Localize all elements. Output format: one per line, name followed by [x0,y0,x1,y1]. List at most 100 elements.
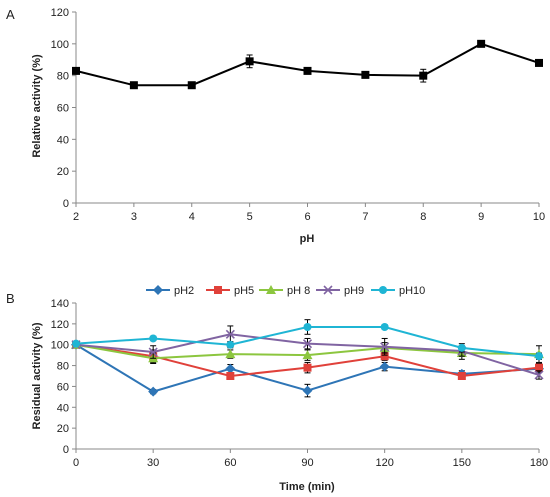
panel-b-x-tick-label: 180 [530,457,548,469]
data-point [148,347,158,357]
panel-b-axes: 0 20 40 60 80 100 120 140 0 30 60 90 120 150 180 [51,298,549,469]
panel-b-series-ph10 [72,319,543,361]
data-point [214,286,222,294]
data-point [153,285,163,295]
panel-b-plot-area [71,319,544,398]
panel-a-x-tick-label: 7 [362,211,368,223]
data-point [380,342,390,352]
data-point-stroke [302,339,313,349]
panel-a-label: A [6,7,15,22]
legend-item-ph10: pH10 [371,285,425,297]
data-point [266,285,276,294]
data-point [187,81,196,90]
data-point [226,372,235,380]
data-point [380,322,389,331]
legend-label: pH10 [399,285,425,297]
panel-a-y-tick-label: 120 [51,7,69,19]
data-point [72,339,80,348]
panel-b-x-tick-label: 0 [73,457,79,469]
panel-b-y-tick-label: 100 [51,340,69,352]
panel-a-y-tick-label: 0 [63,198,69,210]
panel-a-x-tick-label: 4 [189,211,195,223]
legend-item-ph2: pH2 [146,285,194,297]
panel-a-x-axis-label: pH [300,233,315,245]
panel-b-label: B [6,291,15,306]
data-point [302,339,313,349]
data-point [534,370,544,380]
panel-a-y-tick-label: 20 [57,166,69,178]
data-point-stroke [323,285,333,295]
data-point [226,340,235,349]
panel-a-x-tick-label: 5 [247,211,253,223]
panel-a-x-tick-label: 10 [533,211,545,223]
legend-item-ph9: pH9 [316,285,364,297]
data-point [225,363,236,374]
panel-b-y-axis-label: Residual activity (%) [31,322,43,429]
data-point-stroke [534,370,544,380]
data-point [302,385,313,396]
panel-a-x-tick-label: 3 [131,211,137,223]
data-point [302,350,313,360]
panel-a-axes: 0 20 40 60 80 100 120 2 3 4 5 6 7 8 9 10 [51,7,545,223]
legend-label: pH5 [234,285,254,297]
panel-a-y-tick-label: 40 [57,134,69,146]
panel-b-y-tick-label: 120 [51,319,69,331]
data-point [303,363,312,372]
panel-b-x-tick-label: 90 [301,457,313,469]
data-point [535,352,543,361]
data-point-stroke [380,342,390,352]
panel-b-y-tick-label: 0 [63,444,69,456]
data-point [379,361,390,372]
panel-a-y-tick-label: 100 [51,39,69,51]
data-point-stroke [148,347,158,357]
panel-b-x-tick-label: 30 [147,457,159,469]
panel-a-y-axis-label: Relative activity (%) [31,54,43,158]
data-point [225,349,236,359]
panel-a-chart: A Relative activity (%) pH 0 20 40 60 80 100 1… [6,7,545,245]
data-point [129,81,138,90]
panel-a-y-tick-label: 60 [57,103,69,115]
series-line [75,42,540,87]
panel-b-y-tick-label: 140 [51,298,69,310]
panel-b-x-tick-label: 60 [224,457,236,469]
data-point [457,343,466,352]
data-point [361,70,370,79]
data-point [457,372,466,380]
legend-item-ph5: pH5 [206,285,254,297]
panel-a-plot-area [72,39,543,90]
legend-label: pH 8 [287,285,310,297]
panel-a-x-tick-label: 6 [304,211,310,223]
data-point [380,352,389,361]
legend-item-ph8: pH 8 [259,285,310,297]
data-point [303,322,312,331]
panel-a-x-tick-label: 9 [478,211,484,223]
panel-b-legend: pH2 pH5 pH 8 pH9 pH10 [146,285,425,297]
panel-b-y-tick-label: 20 [57,423,69,435]
panel-a-x-tick-label: 8 [420,211,426,223]
panel-a-y-tick-label: 80 [57,71,69,83]
data-point [148,386,159,397]
data-point-stroke [225,329,235,339]
data-point [379,286,387,294]
panel-a-series-0 [72,39,543,90]
data-point [245,57,254,66]
data-point [419,71,428,80]
data-point [535,58,543,67]
panel-b-x-tick-label: 150 [453,457,471,469]
panel-b-chart: B Residual activity (%) Time (min) pH2 pH… [6,285,548,493]
panel-b-y-tick-label: 80 [57,361,69,373]
data-point [477,39,486,48]
data-point [535,363,543,372]
panel-b-x-tick-label: 120 [375,457,393,469]
panel-b-y-tick-label: 60 [57,381,69,393]
panel-b-y-tick-label: 40 [57,402,69,414]
data-point [149,334,158,343]
data-point [303,66,312,75]
panel-b-x-axis-label: Time (min) [279,481,335,493]
legend-label: pH2 [174,285,194,297]
panel-a-x-tick-label: 2 [73,211,79,223]
data-point [72,66,80,75]
legend-label: pH9 [344,285,364,297]
data-point [225,329,235,339]
data-point [323,285,333,295]
